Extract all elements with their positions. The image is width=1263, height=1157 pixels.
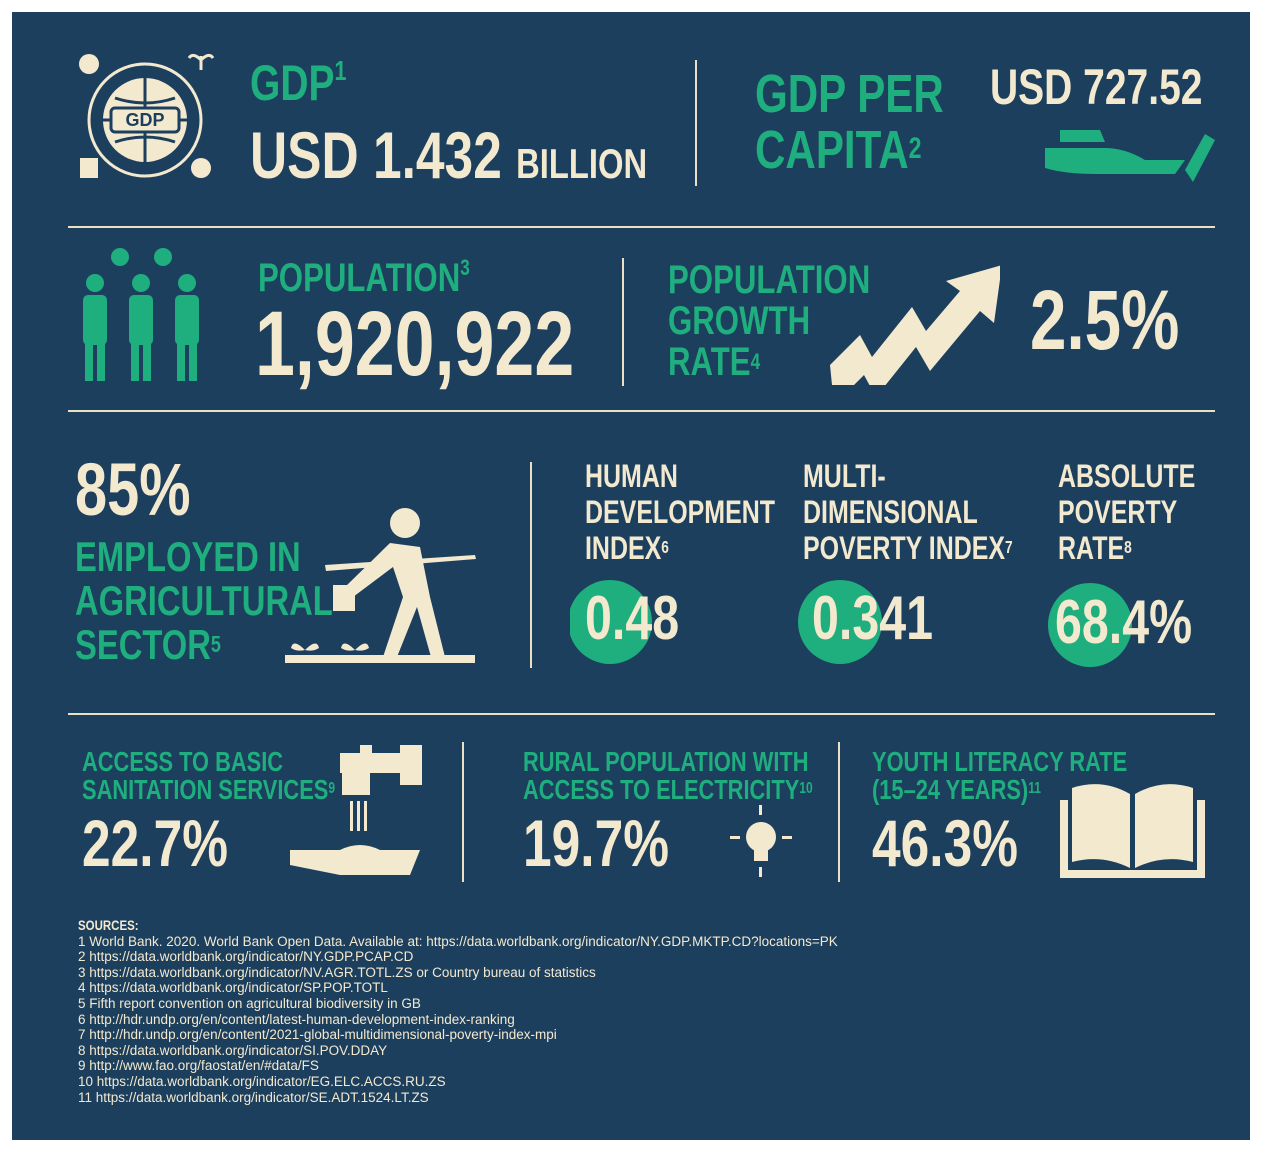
label-line: GROWTH <box>668 299 811 343</box>
label-line: POVERTY INDEX <box>803 530 1006 566</box>
note: 1 <box>334 54 347 86</box>
source-item: 1 World Bank. 2020. World Bank Open Data… <box>78 933 838 949</box>
index-circles <box>570 580 1132 667</box>
farmer-icon <box>285 508 476 663</box>
mpi-label: MULTI- DIMENSIONAL POVERTY INDEX7 <box>803 458 1013 566</box>
label-line: DIMENSIONAL <box>803 494 978 530</box>
source-item: 6 http://hdr.undp.org/en/content/latest-… <box>78 1011 515 1027</box>
label: POPULATION <box>258 256 461 300</box>
unit: BILLION <box>516 140 648 187</box>
source-item: 5 Fifth report convention on agricultura… <box>78 995 421 1011</box>
gdp-per-capita-value: USD 727.52 <box>990 59 1203 115</box>
source-item: 3 https://data.worldbank.org/indicator/N… <box>78 964 596 980</box>
poverty-label: ABSOLUTE POVERTY RATE8 <box>1058 458 1195 566</box>
source-item: 7 http://hdr.undp.org/en/content/2021-gl… <box>78 1027 557 1043</box>
note: 10 <box>799 780 813 798</box>
gdp-icon: GDP <box>79 53 215 178</box>
separator <box>68 226 1215 228</box>
book-icon <box>1060 784 1205 878</box>
sources: SOURCES: 1 World Bank. 2020. World Bank … <box>78 918 838 1105</box>
label-line: POVERTY <box>1058 494 1178 530</box>
tap-icon <box>290 745 422 875</box>
panel <box>12 12 1250 1140</box>
bulb-icon <box>730 805 792 877</box>
divider <box>462 742 464 882</box>
source-item: 8 https://data.worldbank.org/indicator/S… <box>78 1042 388 1058</box>
note: 3 <box>460 254 470 280</box>
label-line: RATE <box>668 340 751 384</box>
source-item: 9 http://www.fao.org/faostat/en/#data/FS <box>78 1058 319 1074</box>
electricity-label: RURAL POPULATION WITH ACCESS TO ELECTRICI… <box>523 748 813 804</box>
source-item: 11 https://data.worldbank.org/indicator/… <box>78 1089 429 1105</box>
mpi-value: 0.341 <box>812 584 934 653</box>
literacy-label: YOUTH LITERACY RATE (15–24 YEARS)11 <box>872 748 1127 804</box>
note: 6 <box>661 537 669 558</box>
divider <box>695 60 697 186</box>
sanitation-value: 22.7% <box>82 806 228 880</box>
label-line: ACCESS TO BASIC <box>82 746 284 777</box>
note: 5 <box>210 630 221 657</box>
divider <box>530 462 532 668</box>
hdi-value: 0.48 <box>585 584 680 653</box>
label-line: HUMAN <box>585 458 678 494</box>
note: 8 <box>1124 537 1132 558</box>
note: 7 <box>1005 537 1013 558</box>
agriculture-label: EMPLOYED IN AGRICULTURAL SECTOR5 <box>75 535 333 667</box>
label-line: SECTOR <box>75 621 211 668</box>
separator <box>68 410 1215 412</box>
hand-icon <box>1045 130 1215 182</box>
source-item: 2 https://data.worldbank.org/indicator/N… <box>78 949 414 965</box>
value: USD 1.432 <box>250 118 502 192</box>
label-line: EMPLOYED IN <box>75 533 301 580</box>
source-item: 10 https://data.worldbank.org/indicator/… <box>78 1073 446 1089</box>
growth-value: 2.5% <box>1030 273 1180 367</box>
sanitation-label: ACCESS TO BASIC SANITATION SERVICES9 <box>82 748 335 804</box>
gdp-value: USD 1.432 BILLION <box>250 122 647 188</box>
note: 4 <box>750 348 761 374</box>
growth-label: POPULATION GROWTH RATE4 <box>668 260 870 383</box>
note: 2 <box>908 131 922 165</box>
label-line: SANITATION SERVICES <box>82 774 329 805</box>
label-line: ACCESS TO ELECTRICITY <box>523 774 800 805</box>
arrow-icon <box>830 265 1000 385</box>
separator <box>68 713 1215 715</box>
label-line: (15–24 YEARS) <box>872 774 1029 805</box>
poverty-value: 68.4% <box>1055 588 1193 657</box>
agriculture-value: 85% <box>75 448 191 531</box>
label-line: YOUTH LITERACY RATE <box>872 746 1128 777</box>
label-line: ABSOLUTE <box>1058 458 1196 494</box>
sources-title: SOURCES: <box>78 918 139 933</box>
population-value: 1,920,922 <box>255 293 575 395</box>
divider <box>838 742 840 882</box>
label-line: AGRICULTURAL <box>75 577 333 624</box>
hdi-label: HUMAN DEVELOPMENT INDEX6 <box>585 458 775 566</box>
label-line: INDEX <box>585 530 662 566</box>
literacy-value: 46.3% <box>872 806 1018 880</box>
gdp-label: GDP1 <box>250 54 347 111</box>
label-line: MULTI- <box>803 458 886 494</box>
label-line: POPULATION <box>668 258 871 302</box>
label-line: DEVELOPMENT <box>585 494 775 530</box>
label-line: CAPITA <box>755 120 909 180</box>
sources-list: 1 World Bank. 2020. World Bank Open Data… <box>78 934 838 1106</box>
label: GDP <box>250 55 335 111</box>
label-line: RATE <box>1058 530 1125 566</box>
electricity-value: 19.7% <box>523 806 669 880</box>
note: 9 <box>328 780 336 798</box>
divider <box>622 258 624 386</box>
people-icon <box>83 248 199 381</box>
population-label: POPULATION3 <box>258 254 470 300</box>
label-line: GDP PER <box>755 64 944 124</box>
gdp-per-capita-label: GDP PER CAPITA2 <box>755 66 944 178</box>
label-line: RURAL POPULATION WITH <box>523 746 809 777</box>
note: 11 <box>1028 780 1041 798</box>
svg-text:GDP: GDP <box>125 110 164 130</box>
source-item: 4 https://data.worldbank.org/indicator/S… <box>78 980 388 996</box>
